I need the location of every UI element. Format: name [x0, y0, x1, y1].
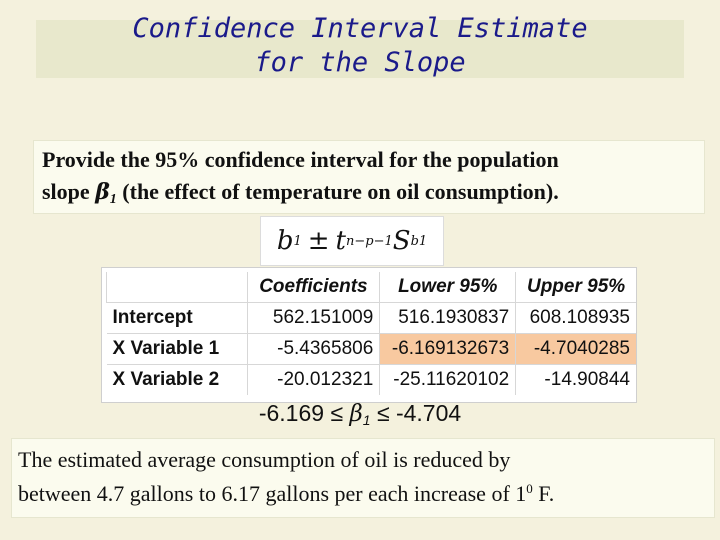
question-line-1: Provide the 95% confidence interval for …: [42, 147, 559, 172]
formula-t: t: [335, 226, 346, 256]
conclusion-line-1: The estimated average consumption of oil…: [18, 447, 511, 472]
table-header-row: Coefficients Lower 95% Upper 95%: [106, 272, 636, 303]
title-line-1: Confidence Interval Estimate: [132, 13, 588, 44]
table-cell: 516.1930837: [379, 302, 516, 334]
formula-b: b: [276, 226, 294, 256]
table-cell: -25.11620102: [379, 364, 516, 395]
formula-b-sub: 1: [293, 233, 302, 249]
formula-s: S: [392, 226, 411, 256]
table-cell: -14.90844: [515, 364, 636, 395]
header-cell: Lower 95%: [379, 272, 516, 303]
table-cell: 562.151009: [246, 302, 380, 334]
formula-s-sub: b1: [410, 233, 428, 249]
result-le-1: ≤: [330, 400, 344, 426]
table-row: Intercept 562.151009 516.1930837 608.108…: [106, 302, 636, 334]
conclusion-line-2-prefix: between 4.7 gallons to 6.17 gallons per …: [18, 481, 527, 506]
formula-plus-minus: ±: [307, 226, 330, 256]
formula-t-sub: n−p−1: [346, 233, 393, 249]
header-cell: Coefficients: [246, 272, 380, 303]
degree-superscript: 0: [526, 481, 533, 496]
row-label: Intercept: [106, 302, 248, 334]
result-le-2: ≤: [376, 400, 390, 426]
result-beta: β: [349, 401, 363, 427]
question-line-2: slope β1 (the effect of temperature on o…: [42, 179, 559, 208]
table-row: X Variable 1 -5.4365806 -6.169132673 -4.…: [106, 333, 636, 365]
beta-symbol: β: [95, 179, 110, 205]
conclusion-box: The estimated average consumption of oil…: [11, 438, 715, 518]
regression-table: Coefficients Lower 95% Upper 95% Interce…: [106, 272, 636, 395]
header-cell: Upper 95%: [515, 272, 636, 303]
title-line-2: for the Slope: [254, 47, 466, 78]
question-box: Provide the 95% confidence interval for …: [33, 140, 705, 214]
conclusion-line-2: between 4.7 gallons to 6.17 gallons per …: [18, 481, 554, 507]
question-line-2-prefix: slope: [42, 179, 96, 204]
interval-result: -6.169 ≤ β1 ≤ -4.704: [0, 400, 720, 428]
table-row: X Variable 2 -20.012321 -25.11620102 -14…: [106, 364, 636, 395]
title-band: [36, 20, 684, 78]
regression-table-panel: Coefficients Lower 95% Upper 95% Interce…: [101, 267, 637, 403]
conclusion-line-2-suffix: F.: [532, 481, 555, 506]
table-cell: -5.4365806: [246, 333, 380, 365]
table-cell-highlighted: -4.7040285: [515, 333, 636, 365]
beta-subscript: 1: [109, 192, 117, 207]
table-cell: -20.012321: [246, 364, 380, 395]
header-cell: [106, 272, 248, 303]
result-upper: -4.704: [395, 400, 462, 426]
result-beta-sub: 1: [362, 412, 371, 428]
row-label: X Variable 1: [106, 333, 248, 365]
question-line-2-suffix: (the effect of temperature on oil consum…: [116, 179, 559, 204]
result-lower: -6.169: [258, 400, 325, 426]
row-label: X Variable 2: [106, 364, 248, 395]
table-cell: 608.108935: [515, 302, 636, 334]
table-cell-highlighted: -6.169132673: [379, 333, 516, 365]
slide-title: Confidence Interval Estimate for the Slo…: [0, 12, 720, 80]
